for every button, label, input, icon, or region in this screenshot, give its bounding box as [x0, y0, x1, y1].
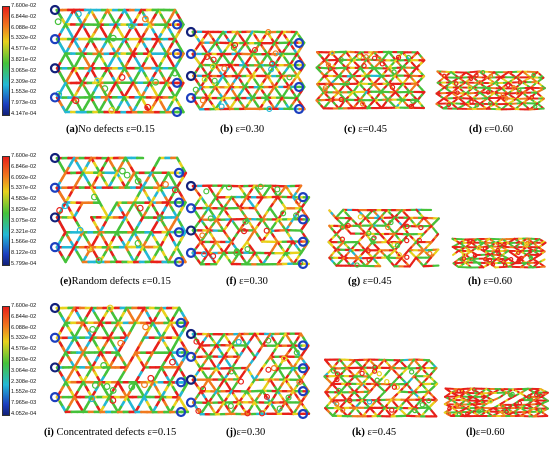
caption-j: (j)ε=0.30 — [226, 427, 266, 438]
legend-tick-label: 5.332e-02 — [11, 335, 37, 342]
caption-h: (h) ε=0.60 — [468, 276, 513, 287]
caption-l: (l)ε=0.60 — [466, 427, 505, 438]
legend-tick-label: 6.088e-02 — [11, 24, 37, 31]
panel-l-lattice — [443, 387, 549, 418]
legend-tick-label: 7.600e-02 — [11, 3, 37, 9]
caption-d: (d) ε=0.60 — [469, 124, 514, 135]
panel-i-lattice — [49, 302, 190, 418]
legend-tick-label: 3.064e-02 — [11, 367, 37, 374]
legend-tick-label: 6.088e-02 — [11, 324, 37, 331]
caption-g: (g) ε=0.45 — [348, 276, 392, 287]
legend-tick-label: 1.552e-02 — [11, 389, 37, 396]
legend-tick-label: 6.846e-02 — [11, 163, 37, 170]
legend-tick-label: 2.309e-02 — [11, 78, 37, 85]
panel-e-lattice — [49, 152, 188, 268]
legend-tick-label: 7.965e-03 — [11, 400, 37, 407]
legend-tick-label: 5.799e-04 — [11, 261, 37, 267]
caption-e: (e)Random defects ε=0.15 — [60, 276, 171, 287]
color-legend-row-3: 7.600e-02 6.844e-02 6.088e-02 5.332e-02 4.57… — [2, 303, 48, 418]
color-legend-row-1: 7.600e-02 6.844e-02 6.088e-02 5.332e-02 4.57… — [2, 3, 48, 118]
caption-k: (k) ε=0.45 — [352, 427, 397, 438]
colorbar — [2, 6, 10, 116]
caption-f: (f) ε=0.30 — [226, 276, 268, 287]
legend-tick-label: 7.600e-02 — [11, 303, 37, 309]
panel-b-lattice — [185, 26, 306, 115]
legend-tick-label: 4.576e-02 — [11, 346, 37, 353]
legend-tick-label: 6.844e-02 — [11, 313, 37, 320]
legend-tick-label: 4.147e-04 — [11, 111, 37, 117]
legend-tick-label: 1.553e-02 — [11, 89, 37, 96]
legend-tick-label: 3.829e-02 — [11, 207, 37, 213]
panel-h-lattice — [451, 237, 547, 269]
legend-tick-label: 3.065e-02 — [11, 67, 37, 74]
legend-tick-label: 8.122e-03 — [11, 250, 37, 257]
panel-c-lattice — [315, 50, 426, 110]
colorbar — [2, 156, 10, 266]
legend-tick-label: 5.332e-02 — [11, 35, 37, 42]
legend-tick-label: 2.321e-02 — [11, 228, 37, 235]
legend-tick-label: 1.566e-02 — [11, 239, 37, 246]
legend-tick-label: 5.337e-02 — [11, 185, 37, 192]
colorbar — [2, 306, 10, 416]
legend-tick-label: 4.052e-04 — [11, 411, 37, 417]
caption-a: (a)No defects ε=0.15 — [66, 124, 155, 135]
legend-tick-label: 4.577e-02 — [11, 46, 37, 53]
panel-j-lattice — [185, 328, 311, 420]
legend-tick-label: 3.820e-02 — [11, 357, 37, 363]
color-legend-row-2: 7.600e-02 6.846e-02 6.092e-02 5.337e-02 4.58… — [2, 153, 48, 268]
legend-tick-label: 4.583e-02 — [11, 196, 37, 203]
legend-tick-label: 7.973e-03 — [11, 100, 37, 107]
panel-f-lattice — [185, 180, 311, 270]
legend-tick-label: 7.600e-02 — [11, 153, 37, 159]
caption-b: (b) ε=0.30 — [220, 124, 265, 135]
panel-k-lattice — [323, 358, 439, 418]
legend-tick-label: 6.092e-02 — [11, 174, 37, 181]
legend-tick-label: 3.821e-02 — [11, 57, 37, 63]
panel-g-lattice — [327, 208, 440, 268]
legend-tick-label: 6.844e-02 — [11, 13, 37, 20]
legend-tick-label: 3.075e-02 — [11, 217, 37, 224]
legend-tick-label: 2.308e-02 — [11, 378, 37, 385]
caption-c: (c) ε=0.45 — [344, 124, 387, 135]
panel-d-lattice — [435, 69, 546, 111]
panel-a-lattice — [49, 4, 185, 118]
caption-i: (i) Concentrated defects ε=0.15 — [44, 427, 177, 438]
